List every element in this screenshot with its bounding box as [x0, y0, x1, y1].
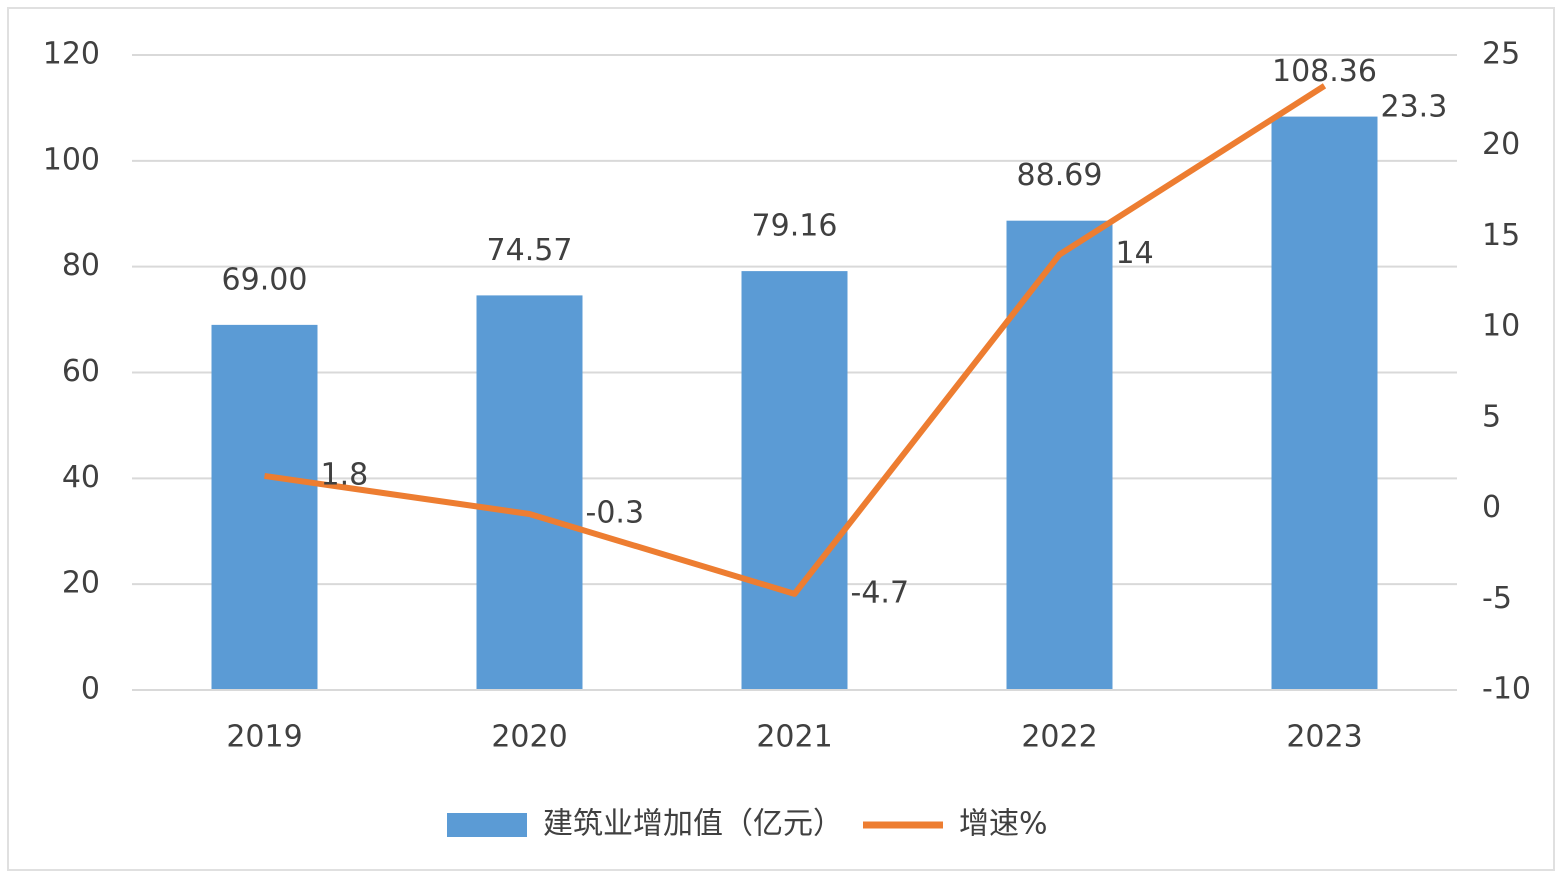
x-tick-label: 2023 [1286, 720, 1362, 755]
y2-tick-label: -5 [1482, 581, 1512, 616]
line-value-label: -0.3 [586, 496, 645, 531]
x-tick-label: 2022 [1021, 720, 1097, 755]
bar-value-label: 108.36 [1272, 54, 1377, 89]
legend-swatch [447, 813, 527, 837]
y2-tick-label: -10 [1482, 672, 1531, 707]
bar [1271, 116, 1378, 691]
line-value-label: 14 [1116, 236, 1154, 271]
bar [741, 271, 848, 690]
legend-label: 增速% [959, 807, 1048, 842]
line [264, 83, 1327, 597]
y-tick-label: 0 [81, 672, 100, 707]
bar [476, 295, 583, 690]
y2-tick-label: 0 [1482, 490, 1501, 525]
y2-tick-label: 10 [1482, 309, 1520, 344]
y-tick-label: 20 [62, 566, 100, 601]
y-tick-label: 80 [62, 248, 100, 283]
x-tick-label: 2020 [491, 720, 567, 755]
bar-value-label: 79.16 [752, 209, 838, 244]
y-tick-label: 100 [43, 142, 100, 177]
y-tick-label: 60 [62, 354, 100, 389]
bar-value-label: 69.00 [222, 262, 308, 297]
y-tick-label: 120 [43, 37, 100, 72]
legend-label: 建筑业增加值（亿元） [543, 807, 843, 842]
bar-value-label: 88.69 [1017, 158, 1103, 193]
y2-tick-label: 20 [1482, 127, 1520, 162]
x-tick-label: 2021 [756, 720, 832, 755]
line-value-label: 23.3 [1381, 89, 1448, 124]
bar-value-label: 74.57 [487, 233, 573, 268]
y2-tick-label: 15 [1482, 218, 1520, 253]
line-value-label: -4.7 [851, 575, 910, 610]
y2-tick-label: 5 [1482, 399, 1501, 434]
y-tick-label: 40 [62, 460, 100, 495]
line-value-label: 1.8 [321, 457, 369, 492]
y2-tick-label: 25 [1482, 37, 1520, 72]
bar [211, 324, 318, 690]
x-tick-label: 2019 [226, 720, 302, 755]
bar [1006, 220, 1113, 691]
